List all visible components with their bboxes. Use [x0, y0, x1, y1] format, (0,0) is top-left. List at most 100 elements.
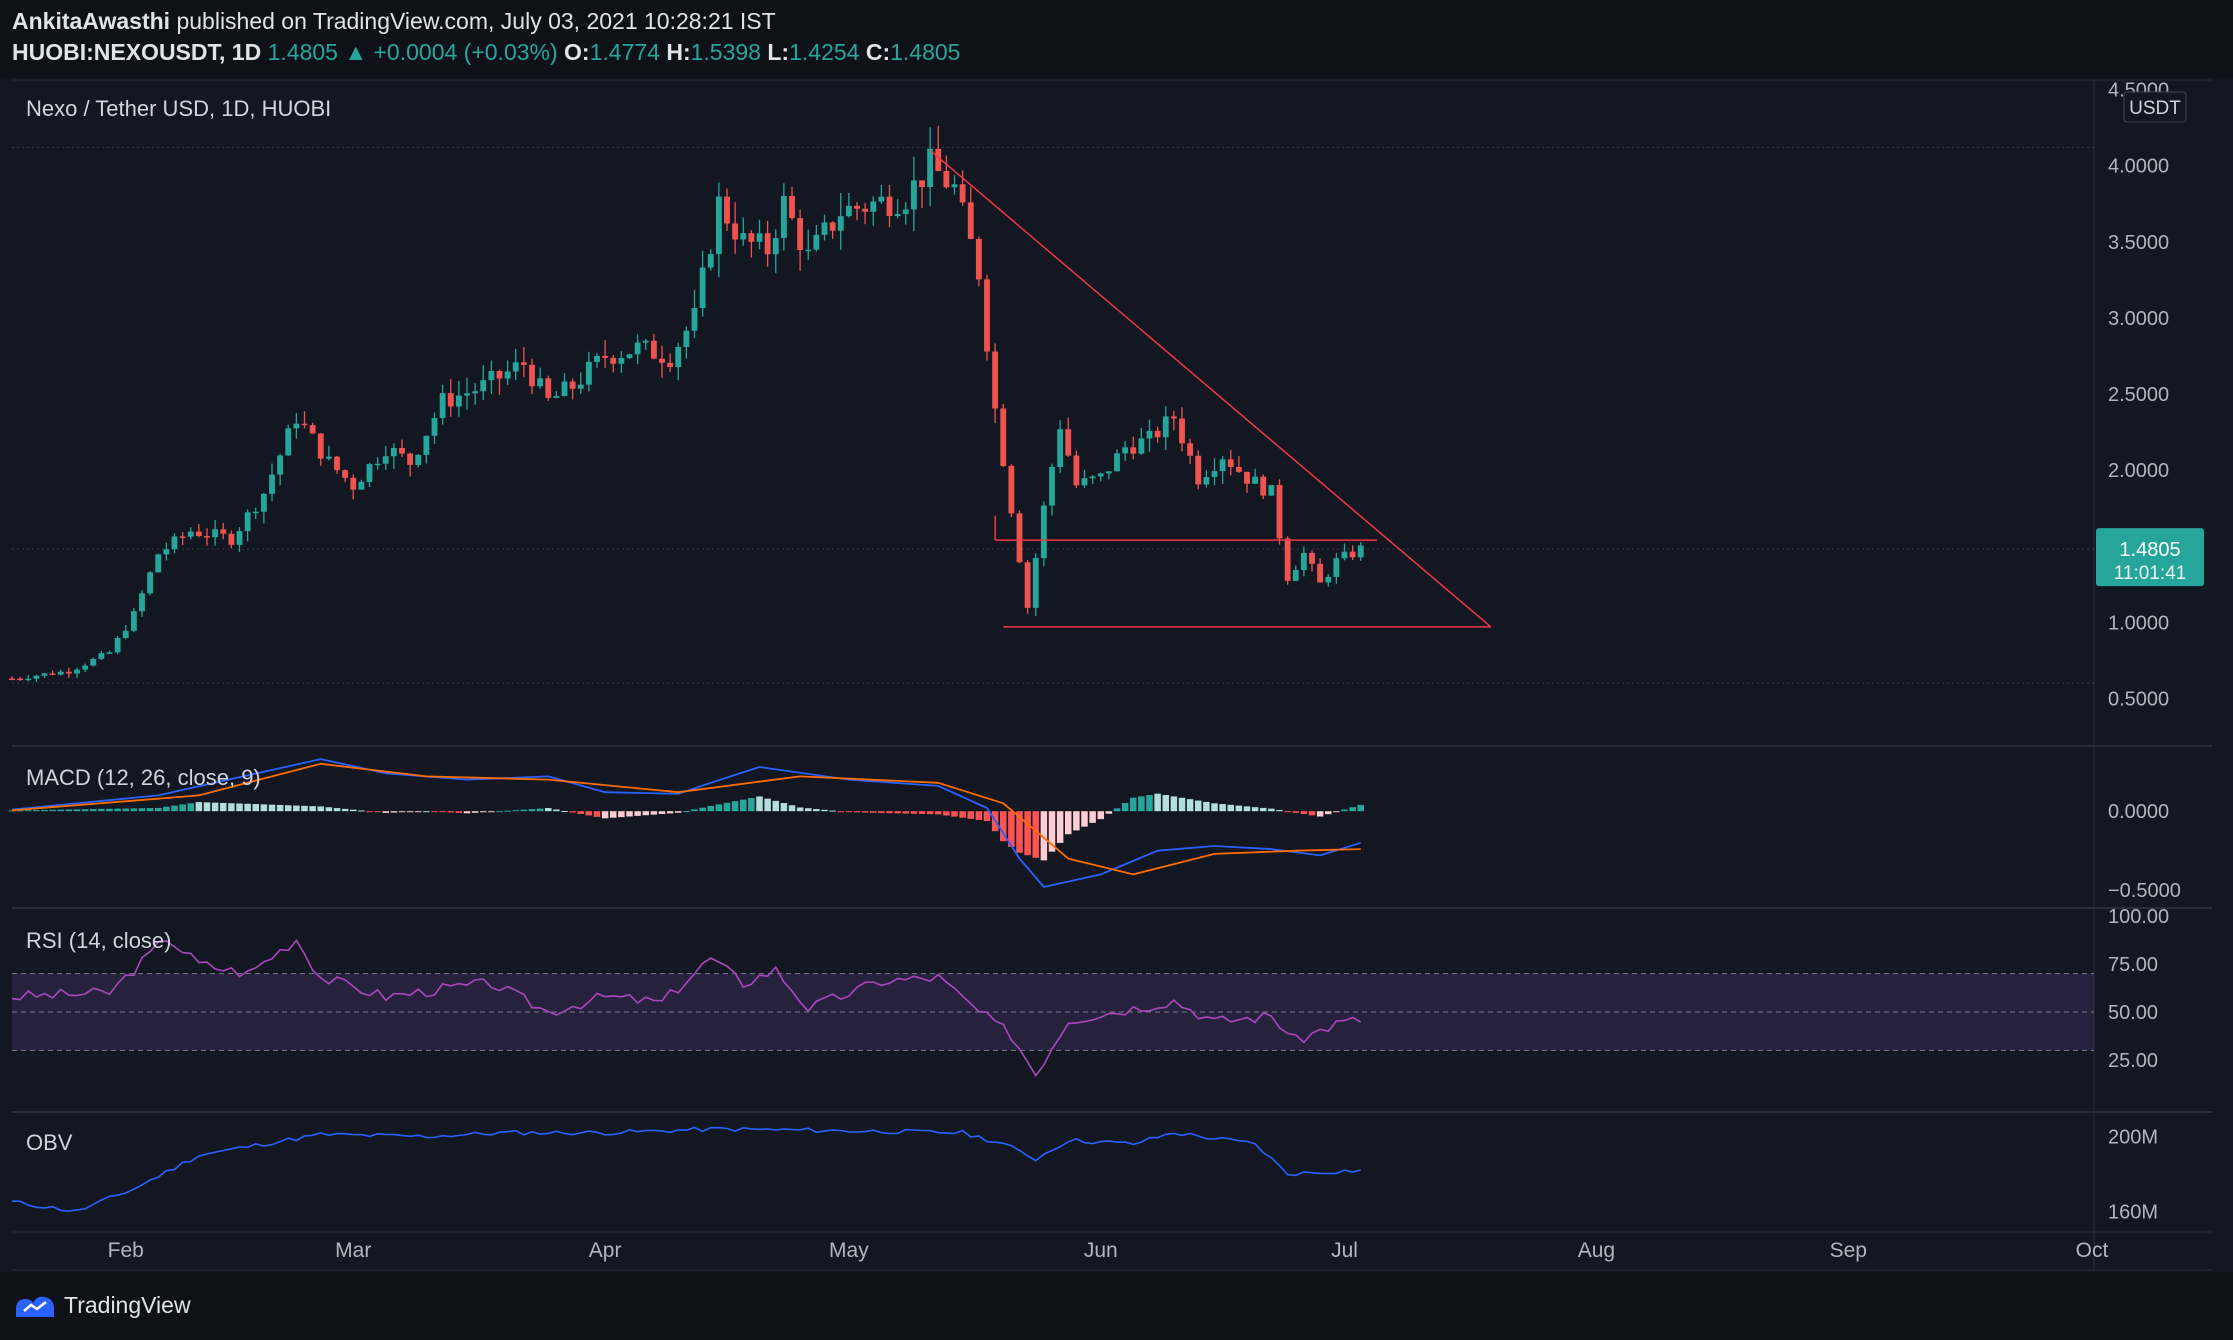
rsi-tick-label: 100.00 [2108, 906, 2169, 928]
macd-histogram-bar [1048, 811, 1056, 852]
publish-header: AnkitaAwasthi published on TradingView.c… [0, 0, 2233, 78]
macd-histogram-bar [601, 811, 609, 819]
candle-body [537, 378, 544, 387]
macd-histogram-bar [926, 811, 934, 815]
macd-histogram-bar [455, 811, 463, 813]
candle-body [325, 456, 332, 459]
macd-histogram-bar [179, 804, 186, 812]
candle-body [504, 371, 511, 379]
candle-body [1089, 476, 1096, 479]
macd-histogram-bar [114, 808, 121, 812]
macd-histogram-bar [1349, 807, 1356, 812]
currency-badge[interactable] [2123, 91, 2187, 123]
candle-body [260, 493, 267, 512]
candle-body [902, 209, 909, 215]
macd-histogram-bar [138, 808, 146, 812]
chart-background [12, 80, 2094, 1270]
obv-tick-label: 160M [2108, 1201, 2158, 1223]
macd-histogram-bar [309, 806, 316, 812]
candle-body [797, 218, 804, 251]
currency-label: USDT [2129, 98, 2181, 119]
candle-body [163, 549, 170, 555]
macd-histogram-bar [423, 811, 430, 813]
macd-histogram-bar [122, 808, 129, 812]
x-tick-label: Apr [589, 1239, 622, 1262]
candle-body [1268, 485, 1275, 496]
rsi-tick-label: 50.00 [2108, 1002, 2158, 1024]
macd-tick-label: −0.5000 [2108, 880, 2181, 902]
candle-body [1349, 551, 1356, 558]
macd-histogram-bar [1219, 804, 1226, 812]
bar-countdown: 11:01:41 [2114, 563, 2187, 584]
candle-body [236, 531, 243, 545]
macd-histogram-bar [98, 808, 105, 812]
candle-body [179, 536, 186, 538]
candle-body [577, 384, 584, 389]
macd-histogram-bar [658, 811, 666, 815]
publish-line: AnkitaAwasthi published on TradingView.c… [12, 8, 776, 35]
candle-body [1235, 467, 1242, 472]
candle-body [1122, 447, 1129, 454]
macd-histogram-bar [1065, 811, 1072, 835]
candle-body [1032, 558, 1039, 608]
candle-body [1162, 416, 1169, 438]
candle-body [9, 678, 15, 681]
macd-histogram-bar [740, 799, 747, 812]
macd-line [11, 758, 1362, 888]
macd-histogram-bar [1243, 806, 1251, 812]
candle-body [187, 531, 194, 537]
macd-histogram-bar [593, 811, 601, 817]
candle-body [1244, 471, 1250, 484]
macd-histogram-bar [1235, 805, 1243, 812]
macd-pane-title: MACD (12, 26, close, 9) [26, 765, 261, 790]
macd-histogram-bar [796, 807, 804, 812]
low-label: L: [767, 39, 790, 65]
candle-body [496, 371, 503, 379]
candle-body [1065, 429, 1072, 456]
last-price: 1.4805 [267, 39, 338, 65]
macd-histogram-bar [1024, 811, 1031, 856]
candle-body [1016, 513, 1023, 563]
macd-histogram-bar [1316, 811, 1324, 817]
macd-histogram-bar [463, 811, 471, 814]
candle-body [374, 463, 381, 466]
obv-pane-title: OBV [26, 1130, 73, 1155]
candle-body [285, 428, 292, 456]
candle-body [220, 529, 227, 534]
candle-body [366, 464, 373, 482]
candle-body [293, 423, 300, 429]
candle-body [390, 448, 397, 457]
x-tick-label: May [829, 1239, 869, 1262]
macd-histogram-bar [829, 810, 836, 812]
candle-body [90, 658, 97, 666]
macd-histogram-bar [1227, 804, 1234, 812]
macd-histogram-bar [1333, 811, 1340, 813]
candle-body [122, 630, 129, 638]
author-name[interactable]: AnkitaAwasthi [12, 8, 171, 34]
macd-histogram-bar [1325, 811, 1332, 815]
close-value: 1.4805 [890, 39, 961, 65]
candle-body [992, 351, 999, 409]
candle-body [854, 205, 860, 209]
macd-histogram-bar [163, 806, 170, 812]
candle-body [49, 673, 56, 675]
macd-histogram-bar [1178, 797, 1186, 812]
macd-histogram-bar [748, 798, 755, 812]
trendline-descending[interactable] [929, 149, 1492, 628]
macd-histogram-bar [333, 808, 341, 812]
candle-body [569, 381, 576, 389]
macd-histogram-bar [65, 809, 73, 812]
candle-body [350, 477, 357, 490]
brand[interactable]: TradingView [14, 1292, 191, 1319]
candle-body [707, 254, 714, 268]
candle-body [82, 665, 89, 670]
candle-body [130, 611, 137, 631]
candle-body [488, 371, 495, 381]
macd-histogram-bar [1154, 793, 1161, 812]
macd-histogram-bar [577, 811, 584, 814]
macd-histogram-bar [731, 801, 739, 812]
candle-body [675, 346, 682, 367]
macd-histogram-bar [699, 807, 706, 812]
macd-histogram-bar [1211, 803, 1218, 812]
